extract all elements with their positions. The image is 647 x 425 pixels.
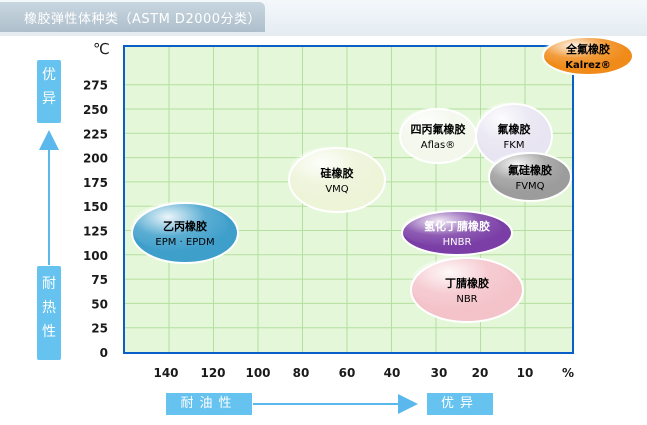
bubble-highlight (400, 209, 503, 248)
bubble: 四丙氟橡胶 Aflas® (399, 107, 477, 164)
bubble: 氢化丁腈橡胶 HNBR (400, 209, 513, 256)
bubble-highlight (399, 107, 470, 154)
bubble-code-label: VMQ (325, 184, 348, 195)
y-top-char-2: 异 (42, 91, 56, 107)
bubble-name-label: 硅橡胶 (321, 166, 354, 180)
bubble-code-label: NBR (456, 294, 477, 305)
y-tick-label: 25 (91, 322, 108, 336)
x-tick-label: 20 (472, 366, 489, 380)
x-tick-label: 100 (245, 366, 270, 380)
y-tick-label: 0 (100, 346, 108, 360)
bubble: 乙丙橡胶 EPM · EPDM (130, 201, 239, 264)
bubble-highlight (288, 146, 377, 201)
x-tick-label: 60 (339, 366, 356, 380)
bubble-highlight (488, 151, 564, 193)
bubble: 丁腈橡胶 NBR (409, 256, 524, 323)
bubble-highlight (475, 102, 546, 157)
y-tick-label: 50 (91, 297, 108, 311)
y-bottom-char-2: 热 (42, 300, 56, 316)
x-tick-label: 30 (431, 366, 448, 380)
bubble-code-label: Kalrez® (565, 60, 610, 71)
x-tick-label: 120 (200, 366, 225, 380)
y-tick-label: 150 (83, 200, 108, 214)
bubble: 全氟橡胶 Kalrez® (542, 36, 634, 76)
bubble-name-label: 丁腈橡胶 (445, 276, 489, 290)
y-axis-top-label: 优 异 (37, 60, 61, 123)
x-tick-label: % (562, 366, 574, 380)
y-tick-label: 275 (83, 79, 108, 93)
y-unit-label: ℃ (93, 40, 110, 58)
y-top-char-1: 优 (42, 67, 56, 83)
bubble-code-label: Aflas® (421, 140, 455, 151)
bubble: 硅橡胶 VMQ (288, 146, 386, 213)
bubble-name-label: 氟硅橡胶 (508, 163, 552, 177)
title-tab (0, 2, 265, 32)
bubble-code-label: HNBR (443, 237, 472, 248)
bubble-highlight (542, 36, 625, 69)
x-tick-labels: 140 120 100 80 60 40 30 20 10% (153, 366, 574, 380)
bubble-highlight (130, 201, 229, 253)
x-tick-label: 80 (293, 366, 310, 380)
y-tick-label: 125 (83, 225, 108, 239)
y-tick-label: 250 (83, 103, 108, 117)
x-axis-left-label: 耐油性 (166, 393, 252, 415)
bubble-code-label: FKM (504, 140, 525, 151)
page-title: 橡胶弹性体种类（ASTM D2000分类） (24, 12, 262, 27)
y-tick-label: 75 (91, 273, 108, 287)
bubble: 氟橡胶 FKM (475, 102, 553, 169)
y-tick-label: 200 (83, 152, 108, 166)
y-axis-bottom-label: 耐 热 性 (37, 266, 61, 360)
bubble-name-label: 氟橡胶 (498, 122, 531, 136)
bubble-highlight (409, 256, 513, 311)
plot-frame (123, 45, 574, 354)
bubble-code-label: FVMQ (515, 181, 544, 192)
x-tick-label: 40 (384, 366, 401, 380)
y-tick-label: 175 (83, 176, 108, 190)
bubble-name-label: 乙丙橡胶 (163, 219, 207, 233)
x-tick-label: 10 (517, 366, 534, 380)
x-axis-right-label: 优异 (427, 393, 493, 415)
bubble-code-label: EPM · EPDM (155, 237, 214, 248)
y-tick-label: 225 (83, 127, 108, 141)
x-tick-label: 140 (153, 366, 178, 380)
y-bottom-char-1: 耐 (42, 276, 56, 292)
bubble-name-label: 全氟橡胶 (565, 42, 610, 56)
bubble: 氟硅橡胶 FVMQ (488, 151, 572, 202)
bubble-name-label: 四丙氟橡胶 (411, 122, 466, 136)
y-bottom-char-3: 性 (42, 324, 56, 340)
bubble-name-label: 氢化丁腈橡胶 (424, 219, 490, 233)
y-tick-label: 100 (83, 249, 108, 263)
